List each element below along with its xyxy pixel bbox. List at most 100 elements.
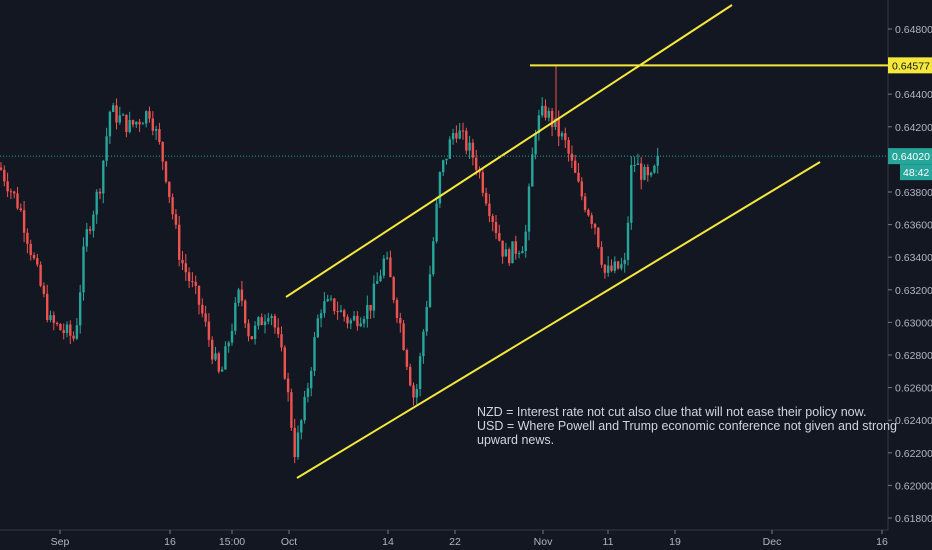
- candle-body: [154, 129, 158, 131]
- candle-body: [583, 196, 587, 210]
- candle-body: [131, 120, 135, 125]
- candle-body: [39, 264, 42, 286]
- candle-body: [362, 319, 366, 324]
- candle-body: [600, 247, 603, 265]
- candle-body: [263, 321, 267, 326]
- price-tick-label: 0.63200: [895, 285, 932, 297]
- candle-body: [534, 133, 537, 155]
- candle-body: [95, 191, 98, 215]
- candle-body: [55, 322, 59, 325]
- candle-body: [280, 334, 283, 348]
- candle-body: [405, 349, 409, 367]
- candle-body: [346, 316, 349, 324]
- candle-body: [59, 324, 62, 331]
- candle-body: [138, 121, 141, 125]
- candle-body: [385, 257, 389, 259]
- candle-body: [181, 259, 184, 264]
- candle-body: [108, 111, 112, 137]
- candle-body: [498, 232, 501, 241]
- candle-body: [72, 335, 75, 339]
- candle-body: [36, 258, 39, 265]
- candle-body: [16, 193, 19, 209]
- time-tick-label: Sep: [51, 536, 70, 548]
- candle-body: [567, 140, 570, 154]
- horizontal-level-badge: [888, 57, 932, 74]
- chart-annotation[interactable]: NZD = Interest rate not cut also clue th…: [477, 405, 897, 447]
- candle-body: [593, 223, 597, 228]
- candle-body: [580, 181, 583, 197]
- candle-body: [26, 232, 29, 244]
- candle-countdown: 48:42: [903, 167, 929, 179]
- candle-body: [168, 181, 171, 198]
- price-tick-label: 0.63000: [895, 317, 932, 329]
- candle-body: [230, 330, 234, 343]
- candle-body: [207, 321, 211, 340]
- candle-body: [296, 432, 300, 458]
- time-tick-label: Dec: [763, 536, 782, 548]
- candle-body: [13, 191, 16, 194]
- price-tick-label: 0.62200: [895, 448, 932, 460]
- candle-body: [352, 315, 356, 321]
- candle-body: [319, 313, 323, 319]
- candle-body: [372, 283, 376, 311]
- candle-body: [425, 306, 428, 332]
- candle-body: [409, 366, 412, 386]
- candle-body: [283, 347, 286, 379]
- candle-body: [277, 327, 280, 335]
- candle-body: [105, 136, 108, 161]
- candle-body: [62, 330, 65, 334]
- time-tick-label: Nov: [534, 536, 553, 548]
- candle-body: [316, 318, 319, 338]
- candle-body: [389, 257, 392, 278]
- candle-body: [141, 123, 145, 125]
- candle-body: [587, 209, 590, 216]
- candle-body: [382, 258, 385, 276]
- time-tick-label: 22: [449, 536, 461, 548]
- candle-body: [597, 227, 600, 248]
- candle-body: [356, 315, 359, 327]
- candle-body: [557, 118, 560, 137]
- price-tick-label: 0.63600: [895, 220, 932, 232]
- candle-body: [524, 231, 527, 251]
- candle-body: [88, 229, 92, 231]
- candle-body: [333, 298, 336, 312]
- candle-body: [323, 301, 326, 314]
- candle-body: [253, 325, 257, 340]
- candle-body: [313, 337, 316, 371]
- candle-body: [415, 389, 418, 398]
- last-price-value: 0.64020: [892, 151, 930, 163]
- candle-body: [376, 281, 379, 284]
- candle-body: [514, 241, 517, 254]
- horizontal-level-value: 0.64577: [892, 60, 930, 72]
- candle-body: [187, 272, 191, 282]
- candle-body: [3, 169, 6, 182]
- candle-body: [653, 165, 656, 173]
- candle-body: [343, 310, 346, 317]
- candle-body: [511, 241, 514, 264]
- candle-body: [550, 110, 554, 127]
- candle-body: [310, 370, 313, 389]
- candle-body: [158, 129, 161, 143]
- candle-body: [240, 289, 244, 301]
- candle-body: [220, 369, 224, 372]
- candle-body: [613, 261, 616, 271]
- candle-body: [577, 172, 580, 182]
- countdown-badge: [900, 164, 932, 181]
- candle-body: [339, 310, 343, 312]
- annotation-line: NZD = Interest rate not cut also clue th…: [477, 405, 867, 419]
- candle-body: [151, 118, 154, 131]
- candle-body: [369, 304, 372, 311]
- candle-body: [85, 229, 88, 247]
- candle-body: [42, 285, 46, 294]
- candle-body: [0, 167, 3, 170]
- candle-body: [504, 249, 508, 257]
- candle-body: [178, 224, 181, 260]
- candle-body: [135, 121, 138, 125]
- candle-body: [214, 353, 217, 360]
- candle-body: [636, 163, 640, 165]
- candle-body: [359, 323, 362, 327]
- candle-body: [197, 286, 201, 305]
- candle-body: [98, 191, 102, 194]
